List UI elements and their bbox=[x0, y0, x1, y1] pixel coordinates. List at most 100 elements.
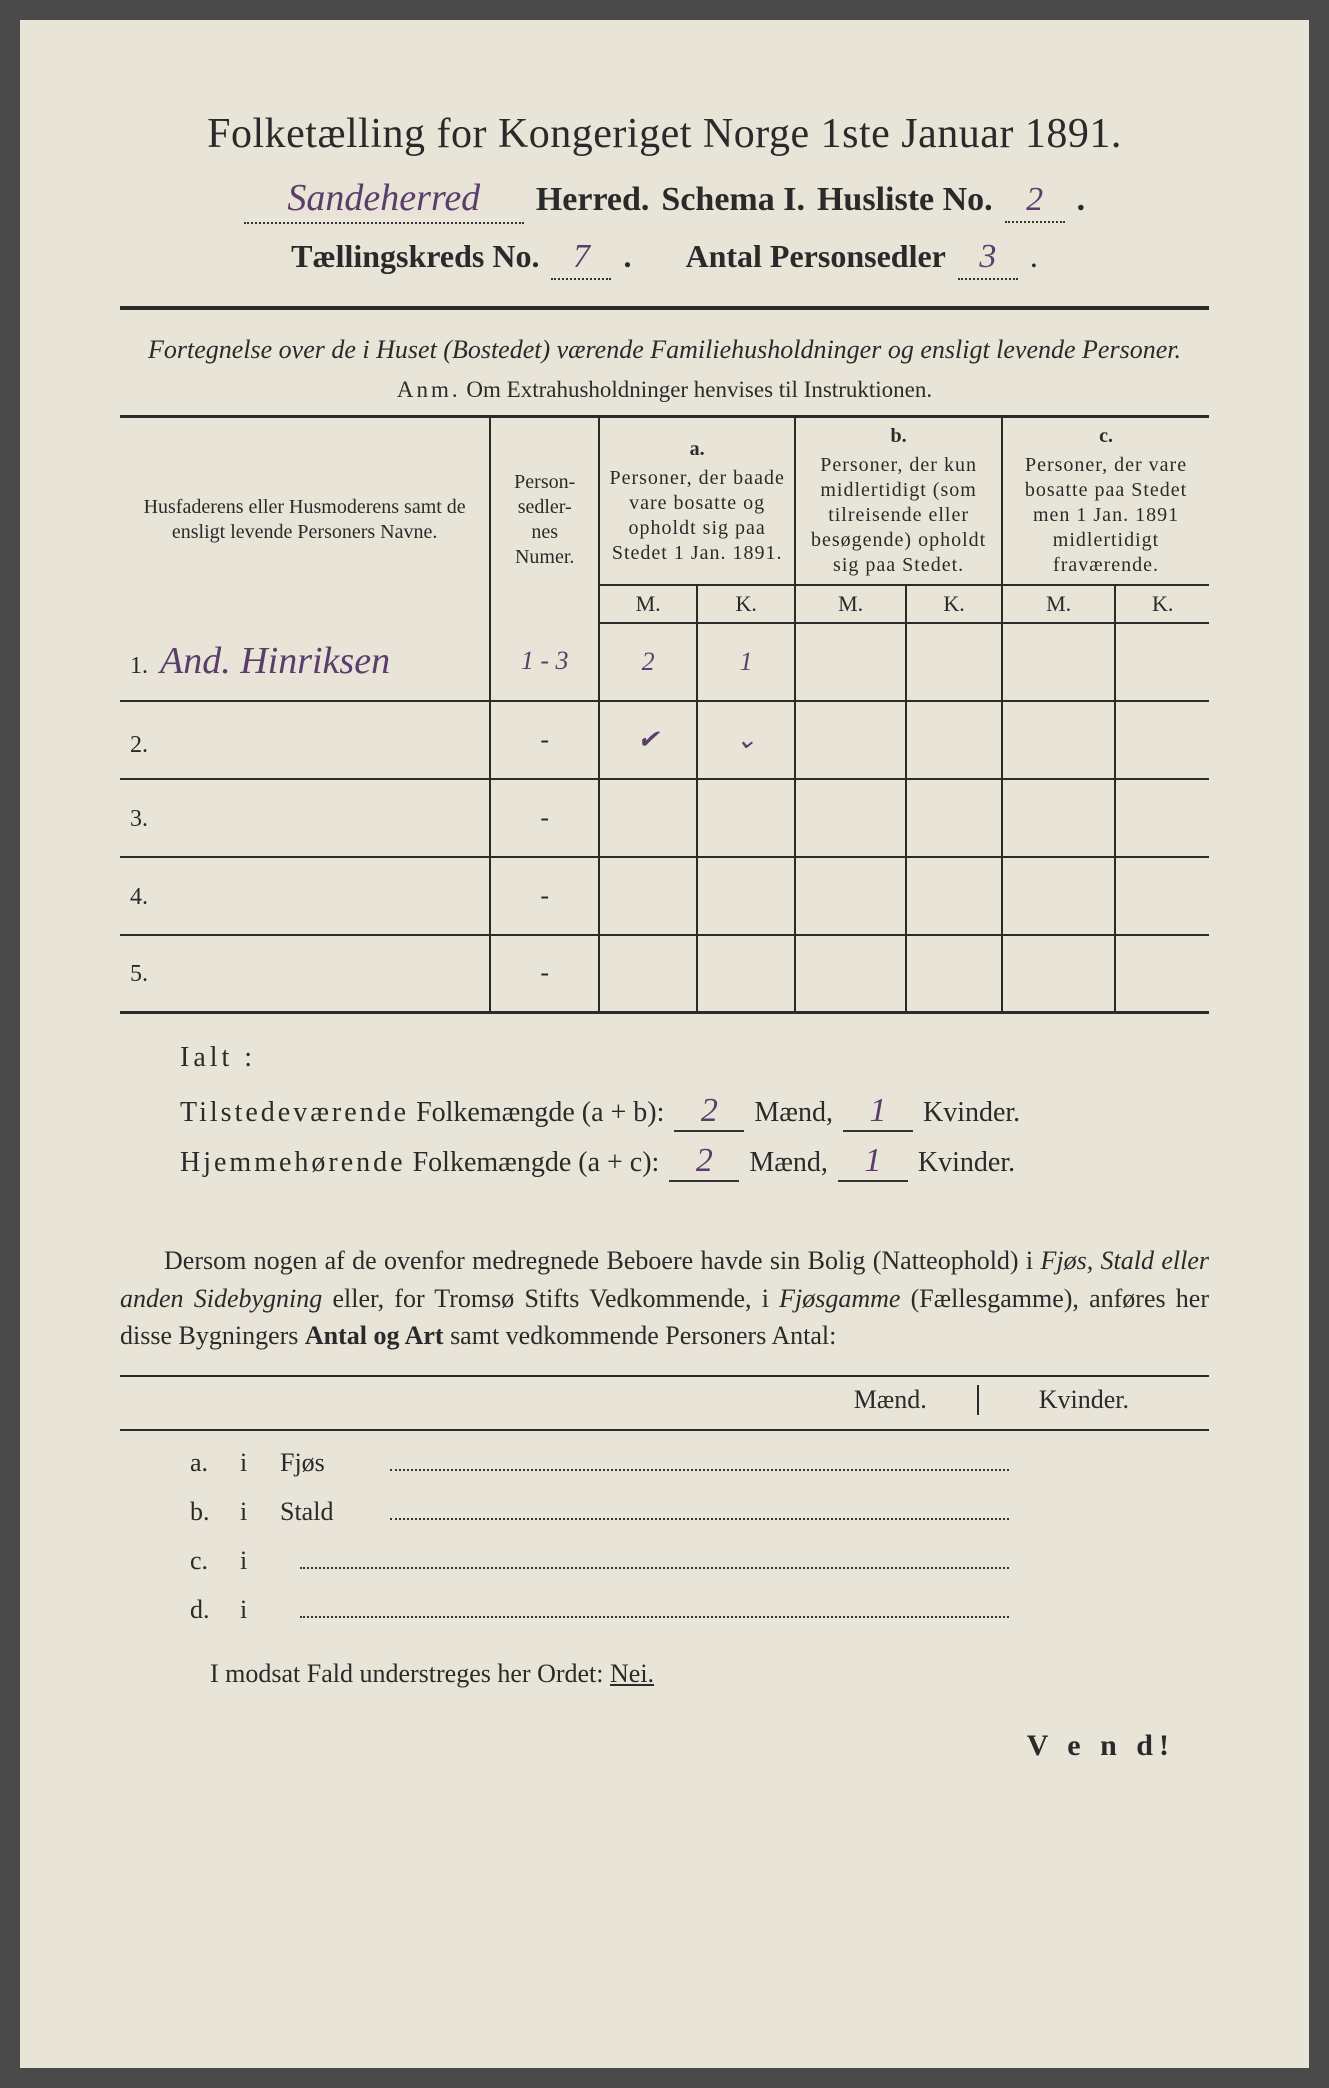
row-cm bbox=[1002, 779, 1115, 857]
table-row: 1.And. Hinriksen 1 - 3 2 1 bbox=[120, 623, 1209, 701]
ialt-title: Ialt : bbox=[180, 1042, 1209, 1074]
personsedler-period: . bbox=[1030, 238, 1038, 275]
row-cm bbox=[1002, 935, 1115, 1013]
nei-text: Nei. bbox=[610, 1659, 654, 1688]
row-snum: - bbox=[490, 701, 599, 779]
husliste-label: Husliste No. bbox=[817, 181, 993, 219]
kreds-label: Tællingskreds No. bbox=[291, 238, 539, 275]
row-bk bbox=[906, 857, 1002, 935]
col-c-k: K. bbox=[1115, 585, 1209, 623]
sideblg-text: Fjøs bbox=[280, 1448, 370, 1478]
anm-line: Anm. Om Extrahusholdninger henvises til … bbox=[120, 377, 1209, 403]
row-snum: - bbox=[490, 779, 599, 857]
divider-1 bbox=[120, 306, 1209, 310]
row-am bbox=[599, 857, 697, 935]
sideblg-i: i bbox=[240, 1595, 260, 1625]
sideblg-label: b. bbox=[190, 1497, 220, 1527]
modsat-text: I modsat Fald understreges her Ordet: bbox=[210, 1659, 604, 1688]
herred-label: Herred. bbox=[536, 181, 650, 219]
sideblg-row: a. i Fjøs bbox=[190, 1445, 1209, 1478]
row-num: 2. bbox=[130, 732, 160, 759]
row-snum: - bbox=[490, 935, 599, 1013]
ialt-r2-m: 2 bbox=[669, 1142, 739, 1182]
col-a-k: K. bbox=[697, 585, 795, 623]
col-header-b: b. Personer, der kun midlertidigt (som t… bbox=[795, 417, 1002, 586]
row-ck bbox=[1115, 701, 1209, 779]
anm-label: Anm. bbox=[397, 377, 461, 402]
col-a-letter: a. bbox=[608, 437, 786, 462]
row-snum: 1 - 3 bbox=[490, 623, 599, 701]
row-am bbox=[599, 935, 697, 1013]
table-row: 3. - bbox=[120, 779, 1209, 857]
modsat-line: I modsat Fald understreges her Ordet: Ne… bbox=[120, 1659, 1209, 1689]
sideblg-i: i bbox=[240, 1497, 260, 1527]
row-ck bbox=[1115, 857, 1209, 935]
table-row: 5. - bbox=[120, 935, 1209, 1013]
husliste-period: . bbox=[1077, 181, 1086, 219]
mk-header: Mænd. Kvinder. bbox=[120, 1375, 1209, 1415]
sideblg-label: c. bbox=[190, 1546, 220, 1576]
col-b-k: K. bbox=[906, 585, 1002, 623]
col-a-text: Personer, der baade vare bosatte og opho… bbox=[609, 467, 784, 564]
row-am: 2 bbox=[599, 623, 697, 701]
row-cm bbox=[1002, 623, 1115, 701]
herred-value: Sandeherred bbox=[244, 176, 524, 224]
row-ck bbox=[1115, 935, 1209, 1013]
side-building-list: a. i Fjøs b. i Stald c. i d. i bbox=[120, 1429, 1209, 1625]
col-c-m: M. bbox=[1002, 585, 1115, 623]
row-ak bbox=[697, 779, 795, 857]
ialt-kvinder-1: Kvinder. bbox=[923, 1097, 1020, 1129]
header-line-2: Sandeherred Herred. Schema I. Husliste N… bbox=[120, 176, 1209, 224]
table-row: 4. - bbox=[120, 857, 1209, 935]
sideblg-label: a. bbox=[190, 1448, 220, 1478]
col-header-c: c. Personer, der vare bosatte paa Stedet… bbox=[1002, 417, 1209, 586]
row-am: ✔ bbox=[599, 701, 697, 779]
form-subtitle: Fortegnelse over de i Huset (Bostedet) v… bbox=[120, 332, 1209, 367]
census-table-body: 1.And. Hinriksen 1 - 3 2 1 2. - ✔ ⌄ bbox=[120, 623, 1209, 1013]
anm-text: Om Extrahusholdninger henvises til Instr… bbox=[466, 377, 932, 402]
col-c-letter: c. bbox=[1011, 424, 1201, 449]
row-ck bbox=[1115, 623, 1209, 701]
dotted-line bbox=[390, 1445, 1009, 1471]
row-bm bbox=[795, 779, 906, 857]
sideblg-row: b. i Stald bbox=[190, 1494, 1209, 1527]
row-am bbox=[599, 779, 697, 857]
row-snum: - bbox=[490, 857, 599, 935]
dotted-line bbox=[390, 1494, 1009, 1520]
row-ak: 1 bbox=[697, 623, 795, 701]
row-cm bbox=[1002, 701, 1115, 779]
ialt-row-2: Hjemmehørende Folkemængde (a + c): 2 Mæn… bbox=[180, 1142, 1209, 1182]
row-num: 3. bbox=[130, 806, 160, 833]
ialt-kvinder-2: Kvinder. bbox=[918, 1147, 1015, 1179]
row-bk bbox=[906, 623, 1002, 701]
col-header-num: Person- sedler- nes Numer. bbox=[490, 417, 599, 623]
sideblg-i: i bbox=[240, 1546, 260, 1576]
col-header-name: Husfaderens eller Husmoderens samt de en… bbox=[120, 417, 490, 623]
ialt-r2-k: 1 bbox=[838, 1142, 908, 1182]
schema-label: Schema I. bbox=[661, 181, 805, 219]
col-header-a: a. Personer, der baade vare bosatte og o… bbox=[599, 417, 795, 586]
vend-label: V e n d! bbox=[120, 1729, 1209, 1763]
census-form-page: Folketælling for Kongeriget Norge 1ste J… bbox=[20, 20, 1309, 2068]
row-cm bbox=[1002, 857, 1115, 935]
kreds-value: 7 bbox=[551, 238, 611, 280]
mk-m: Mænd. bbox=[854, 1385, 979, 1415]
row-bk bbox=[906, 701, 1002, 779]
vend-excl: ! bbox=[1159, 1729, 1169, 1762]
ialt-r1-label: Tilstedeværende bbox=[180, 1097, 409, 1128]
dotted-line bbox=[300, 1543, 1009, 1569]
ialt-r2-label: Hjemmehørende bbox=[180, 1147, 406, 1178]
title-year: 1891. bbox=[1025, 111, 1122, 157]
col-b-text: Personer, der kun midlertidigt (som tilr… bbox=[811, 454, 986, 576]
sideblg-text: Stald bbox=[280, 1497, 370, 1527]
vend-text: V e n d bbox=[1027, 1729, 1159, 1762]
row-ak bbox=[697, 857, 795, 935]
ialt-maend-1: Mænd, bbox=[754, 1097, 833, 1129]
sideblg-label: d. bbox=[190, 1595, 220, 1625]
ialt-r1-k: 1 bbox=[843, 1092, 913, 1132]
col-a-m: M. bbox=[599, 585, 697, 623]
row-ak bbox=[697, 935, 795, 1013]
personsedler-label: Antal Personsedler bbox=[685, 238, 945, 275]
dotted-line bbox=[300, 1592, 1009, 1618]
title-text: Folketælling for Kongeriget Norge 1ste J… bbox=[207, 111, 1014, 157]
